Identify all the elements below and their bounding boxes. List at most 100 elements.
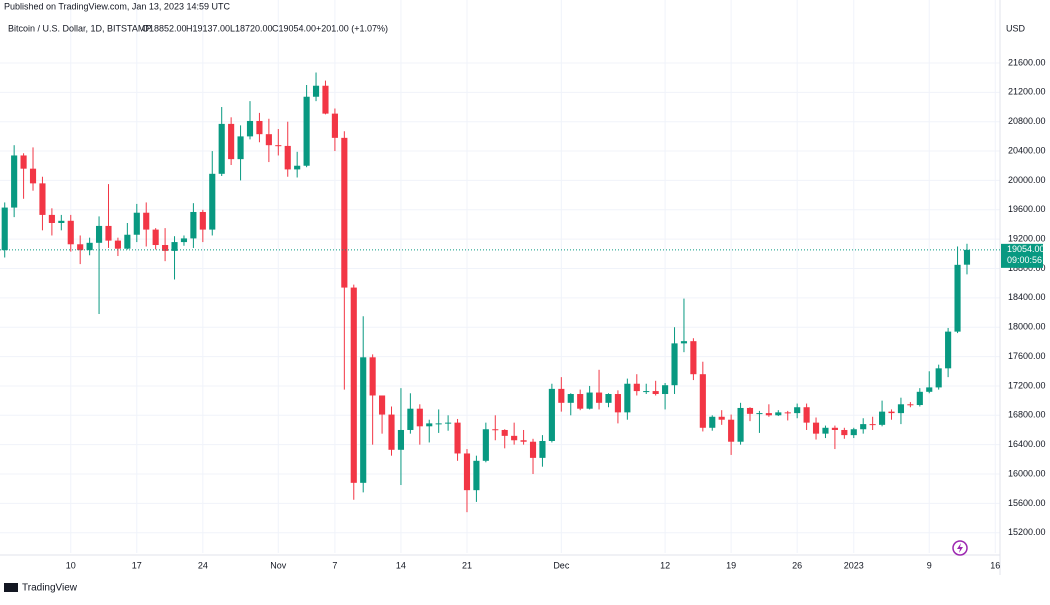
open-value: O18852.00 <box>142 23 187 33</box>
candle-body <box>105 225 112 241</box>
alert-icon[interactable] <box>952 540 968 556</box>
x-tick-label: Dec <box>553 560 570 570</box>
candle-body <box>567 394 574 403</box>
candle-body <box>369 357 376 396</box>
candle-body <box>265 134 272 146</box>
x-tick-label: 19 <box>726 560 736 570</box>
candle-body <box>77 244 84 251</box>
candle-body <box>728 419 735 442</box>
candle-body <box>539 440 546 458</box>
alert-icon-bolt <box>957 543 963 553</box>
y-tick-label: 16000.00 <box>1008 468 1046 478</box>
candle-body <box>228 123 235 160</box>
logo-mark <box>4 583 18 592</box>
candle-body <box>246 120 254 137</box>
candle-body <box>643 391 650 393</box>
y-tick-label: 16400.00 <box>1008 439 1046 449</box>
candle-body <box>765 413 772 416</box>
candle-body <box>416 408 423 427</box>
y-tick-label: 18800.00 <box>1008 263 1046 273</box>
candle-body <box>501 429 508 436</box>
candle-body <box>690 341 697 375</box>
candle-body <box>633 383 640 392</box>
candle-body <box>680 341 688 344</box>
candle-body <box>152 229 159 246</box>
candle-body <box>624 383 631 413</box>
candle-body <box>718 416 725 420</box>
x-tick-label: 14 <box>396 560 406 570</box>
candle-body <box>48 214 55 223</box>
candle-body <box>916 391 923 406</box>
candle-body <box>331 113 338 138</box>
candle-body <box>388 414 395 450</box>
candle-body <box>454 422 461 454</box>
candle-body <box>379 395 386 415</box>
y-tick-label: 20800.00 <box>1008 116 1046 126</box>
close-value: C19054.00 <box>272 23 316 33</box>
candle-body <box>199 211 206 230</box>
candle-body <box>605 394 612 403</box>
candle-body <box>812 422 820 434</box>
candle-body <box>407 408 414 430</box>
candle-body <box>237 136 244 160</box>
high-value: H19137.00 <box>186 23 230 33</box>
candle-body <box>426 423 433 427</box>
x-tick-label: 7 <box>332 560 337 570</box>
candle-body <box>322 85 329 114</box>
candle-body <box>945 331 952 369</box>
currency: USD <box>1006 23 1026 33</box>
y-tick-label: 18000.00 <box>1008 322 1046 332</box>
candle-body <box>209 173 216 230</box>
candle-body <box>67 220 74 245</box>
candle-body <box>841 429 848 436</box>
candle-body <box>907 404 914 406</box>
y-tick-label: 18400.00 <box>1008 292 1046 302</box>
candle-body <box>954 264 961 332</box>
candle-body <box>671 343 678 386</box>
y-tick-label: 20000.00 <box>1008 175 1046 185</box>
x-tick-label: 24 <box>198 560 208 570</box>
candle-body <box>190 211 197 239</box>
candle-body <box>860 424 867 430</box>
candle-body <box>963 249 971 265</box>
candle-body <box>775 412 782 416</box>
candle-body <box>303 96 310 166</box>
last-price-label: 19054.00 <box>1007 244 1045 254</box>
countdown: 09:00:56 <box>1007 255 1042 265</box>
candle-body <box>284 145 291 170</box>
candle-body <box>529 441 537 458</box>
candle-body <box>614 394 621 413</box>
candle-body <box>482 429 489 461</box>
candle-body <box>897 404 905 414</box>
candle-body <box>133 212 140 235</box>
candle-body <box>822 427 829 434</box>
candle-body <box>256 120 263 135</box>
candle-body <box>935 368 942 388</box>
candle-body <box>831 427 838 430</box>
y-tick-label: 17600.00 <box>1008 351 1046 361</box>
candle-body <box>879 411 886 425</box>
x-tick-label: 9 <box>927 560 932 570</box>
y-tick-label: 21600.00 <box>1008 57 1046 67</box>
x-tick-label: Nov <box>270 560 287 570</box>
candle-body <box>794 407 801 414</box>
candle-body <box>784 412 791 414</box>
candle-body <box>29 168 37 184</box>
candle-body <box>294 165 301 170</box>
candle-body <box>888 411 895 414</box>
candle-body <box>114 240 121 249</box>
x-tick-label: 17 <box>132 560 142 570</box>
y-tick-label: 19600.00 <box>1008 204 1046 214</box>
candle-body <box>699 374 706 428</box>
candle-body <box>350 287 357 483</box>
candle-body <box>577 394 584 409</box>
symbol: Bitcoin / U.S. Dollar, 1D, BITSTAMP <box>8 23 151 33</box>
y-tick-label: 16800.00 <box>1008 410 1046 420</box>
candle-body <box>312 85 320 97</box>
candle-body <box>492 429 499 431</box>
candle-body <box>445 422 452 424</box>
footer-brand: TradingView <box>22 583 78 594</box>
x-tick-label: 16 <box>990 560 1000 570</box>
candle-body <box>746 407 754 414</box>
